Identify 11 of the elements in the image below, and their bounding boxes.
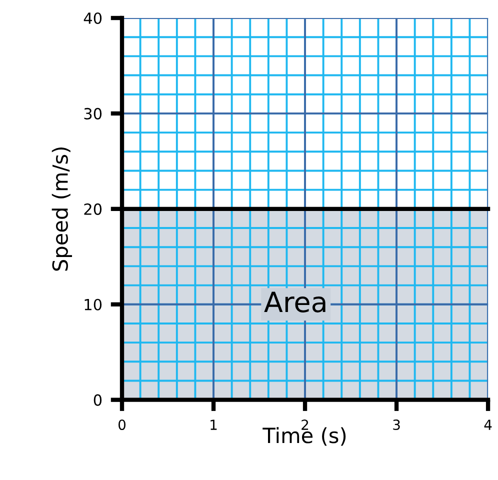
y-tick-label: 30 xyxy=(84,108,102,120)
annotation: Area xyxy=(264,292,326,312)
y-axis-title: Speed (m/s) xyxy=(52,148,72,271)
x-tick-label: 1 xyxy=(210,420,217,430)
y-tick-label: 40 xyxy=(84,12,102,24)
y-tick-label: 0 xyxy=(94,394,102,406)
y-tick-label: 20 xyxy=(84,203,102,215)
x-tick-label: 0 xyxy=(118,420,126,430)
x-tick-label: 4 xyxy=(484,420,492,430)
x-tick-label: 3 xyxy=(393,420,400,430)
y-tick-label: 10 xyxy=(84,298,102,310)
